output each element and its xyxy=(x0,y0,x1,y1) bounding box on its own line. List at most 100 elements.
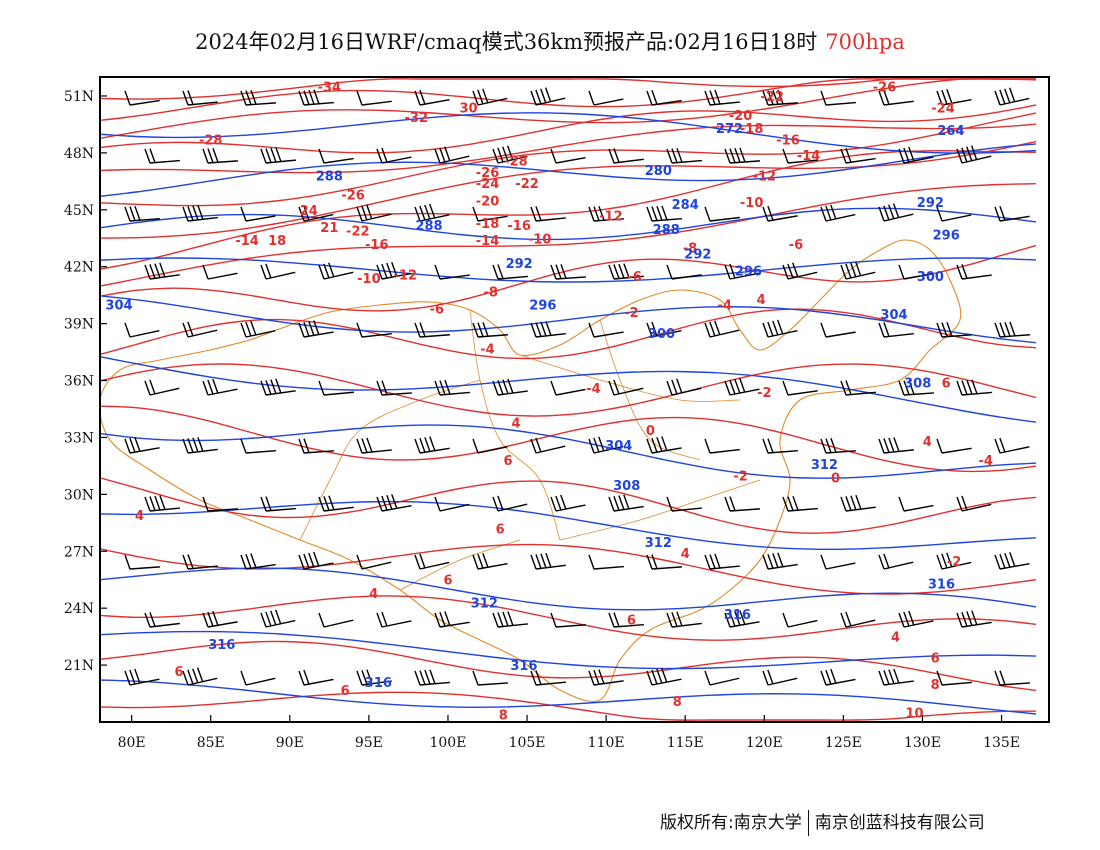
temperature-isotherm xyxy=(99,78,1037,122)
wind-barb xyxy=(182,554,218,570)
wind-barb xyxy=(550,612,586,628)
wind-barb xyxy=(356,437,392,454)
temperature-label: 24 xyxy=(300,204,318,219)
wind-barb xyxy=(356,554,392,570)
temperature-label: -4 xyxy=(480,342,494,357)
lat-tick-label: 39N xyxy=(64,317,94,333)
wind-barb xyxy=(646,554,682,570)
wind-barb xyxy=(376,380,412,396)
temperature-contours xyxy=(99,78,1037,721)
wind-barb xyxy=(762,319,798,338)
wind-barb xyxy=(124,554,160,570)
copyright-footer: 版权所有:南京大学 南京创蓝科技有限公司 xyxy=(660,808,985,836)
wind-barb xyxy=(588,90,624,106)
wind-barb xyxy=(994,87,1030,106)
wind-barb xyxy=(492,264,528,280)
wind-barb xyxy=(588,322,624,338)
wind-barb xyxy=(260,609,296,628)
wind-barb xyxy=(898,496,934,512)
wind-barb xyxy=(646,321,682,338)
wind-barb xyxy=(936,552,972,570)
geopotential-contour xyxy=(99,500,1037,551)
wind-barb xyxy=(762,205,798,222)
temperature-label: 4 xyxy=(923,435,932,450)
temperature-label: 21 xyxy=(320,221,338,236)
geopotential-label: 272 xyxy=(716,122,743,137)
wind-barb xyxy=(318,495,354,512)
temperature-isotherm xyxy=(99,150,1037,270)
wind-barb xyxy=(144,148,180,164)
temperature-label: 4 xyxy=(891,631,900,646)
wind-barb xyxy=(124,668,160,686)
wind-barb xyxy=(376,611,412,628)
geopotential-contour xyxy=(99,295,1037,344)
wind-barb xyxy=(646,205,682,222)
footer-company: 南京创蓝科技有限公司 xyxy=(814,813,985,833)
wind-barb xyxy=(202,496,238,512)
wind-barb xyxy=(840,261,876,280)
geopotential-label: 312 xyxy=(471,596,498,611)
wind-barb xyxy=(298,89,334,106)
geopotential-label: 296 xyxy=(529,299,556,314)
wind-barb xyxy=(898,264,934,280)
temperature-isotherm xyxy=(99,183,1037,287)
temperature-label: 4 xyxy=(369,587,378,602)
temperature-label: -22 xyxy=(346,225,370,240)
province-boundary xyxy=(519,354,741,402)
title-pressure-level: 700hpa xyxy=(825,30,905,54)
wind-barb xyxy=(376,147,412,164)
lat-tick-label: 48N xyxy=(64,146,94,162)
wind-barb xyxy=(240,206,276,222)
wind-barb xyxy=(588,436,624,454)
wind-barb xyxy=(550,264,586,280)
wind-barb xyxy=(124,90,160,106)
wind-barb xyxy=(608,494,644,512)
temperature-label: -26 xyxy=(873,80,897,95)
wind-barb xyxy=(550,494,586,512)
wind-barb xyxy=(298,205,334,222)
temperature-label: 4 xyxy=(135,509,144,524)
wind-barb xyxy=(878,203,914,222)
footer-divider xyxy=(807,810,809,836)
temperature-isotherm xyxy=(99,112,1037,207)
temperature-label: 10 xyxy=(906,707,924,722)
wind-barb xyxy=(666,611,702,628)
temperature-label: 8 xyxy=(499,708,508,723)
wind-barb xyxy=(878,553,914,570)
wind-barb xyxy=(994,670,1030,686)
geopotential-label: 304 xyxy=(605,439,632,454)
wind-barb xyxy=(936,438,972,454)
lon-tick-label: 110E xyxy=(588,735,625,751)
lat-tick-label: 42N xyxy=(64,260,94,276)
temperature-isotherm xyxy=(99,363,1037,417)
province-boundary xyxy=(299,379,481,541)
wind-barb xyxy=(318,380,354,396)
geopotential-labels: 288 280 272 264 284 288 288 292 292 292 296 296 300 2… xyxy=(105,122,964,691)
wind-barb xyxy=(840,380,876,396)
lat-tick-label: 36N xyxy=(64,374,94,390)
wind-barb xyxy=(530,87,566,106)
wind-barb xyxy=(472,88,508,106)
wind-barb xyxy=(994,437,1030,454)
wind-barb xyxy=(298,320,334,338)
wind-barb xyxy=(182,437,218,454)
temperature-label: -14 xyxy=(797,149,821,164)
geopotential-label: 284 xyxy=(672,198,699,213)
temperature-isotherm xyxy=(99,595,1037,641)
geopotential-label: 308 xyxy=(613,479,640,494)
wind-barb xyxy=(936,670,972,686)
wind-barb xyxy=(878,90,914,106)
wind-barb xyxy=(356,90,392,106)
wind-barb xyxy=(724,263,760,280)
lat-tick-label: 27N xyxy=(64,544,94,560)
wind-barb xyxy=(956,495,992,512)
geopotential-contours xyxy=(99,112,1037,715)
wind-barb xyxy=(782,495,818,512)
title-main: 2024年02月16日WRF/cmaq模式36km预报产品:02月16日18时 xyxy=(195,30,818,54)
temperature-label: -12 xyxy=(753,170,777,185)
temperature-label: -6 xyxy=(430,302,444,317)
wind-barb xyxy=(124,437,160,454)
wind-barb xyxy=(704,553,740,570)
temperature-label: 6 xyxy=(341,684,350,699)
temperature-isotherm xyxy=(99,691,1037,721)
